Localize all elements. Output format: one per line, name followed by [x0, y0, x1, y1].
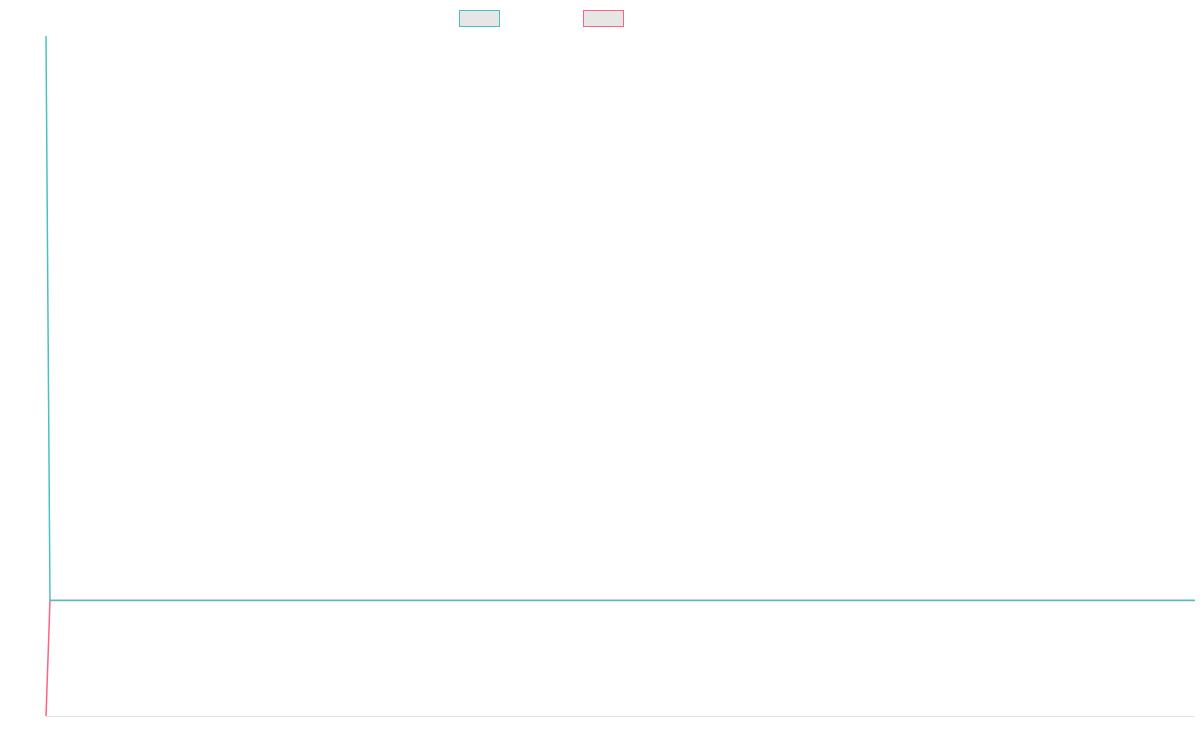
series-line [45, 35, 1195, 602]
series-line [45, 599, 1195, 717]
legend-swatch[interactable] [583, 10, 624, 27]
legend-swatch[interactable] [459, 10, 500, 27]
